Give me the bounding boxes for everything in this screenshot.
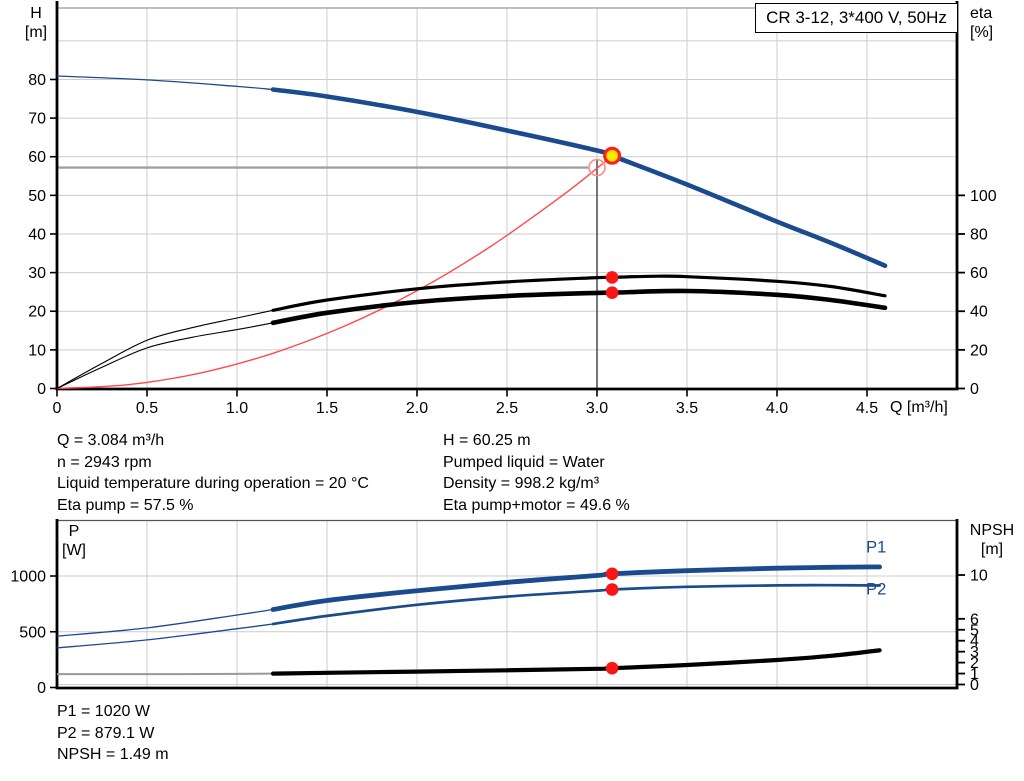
series-p2 (271, 583, 881, 626)
left-axis-tick-label: 50 (28, 188, 46, 205)
info-speed: n = 2943 rpm (57, 453, 152, 471)
right-axis-tick-label: 60 (970, 265, 988, 282)
npsh-axis-title: NPSH [m] (964, 521, 1020, 559)
duty-value-dot (605, 271, 619, 284)
right-axis-tick-label: 4 (970, 633, 979, 650)
info-eta-pump-motor: Eta pump+motor = 49.6 % (443, 497, 630, 515)
duty-value-dot (605, 661, 619, 675)
series-npsh (270, 648, 882, 676)
eta-axis-title: eta [%] (970, 4, 993, 42)
series-npsh-thin (57, 672, 274, 676)
left-axis-tick-label: 60 (28, 149, 46, 166)
x-axis-tick-label: 4.5 (856, 400, 878, 417)
right-axis-tick-label: 6 (970, 611, 979, 628)
h-axis-symbol: H (30, 5, 42, 22)
series-p2-thin (56, 623, 274, 649)
x-axis-tick-label: 1.0 (226, 400, 248, 417)
series-eta-pump-motor (270, 288, 888, 326)
info-p1: P1 = 1020 W (57, 703, 150, 720)
x-axis-tick-label: 2.0 (406, 400, 428, 417)
x-axis-tick-label: 3.0 (586, 400, 608, 417)
npsh-axis-symbol: NPSH (969, 522, 1015, 539)
right-axis-tick-label: 80 (970, 226, 988, 243)
npsh-axis-unit: [m] (980, 541, 1004, 558)
series-eta-pump-motor-thin (56, 322, 274, 389)
right-axis-tick-label: 0 (970, 381, 979, 398)
curve-label-p1: P1 (866, 538, 886, 556)
right-axis-tick-label: 3 (970, 644, 979, 661)
duty-value-dot (605, 567, 619, 581)
info-eta-pump: Eta pump = 57.5 % (57, 497, 194, 515)
series-eta-pump-thin (56, 309, 274, 389)
power-info: P1 = 1020 W P2 = 879.1 W NPSH = 1.49 m (57, 701, 169, 766)
right-axis-tick-label: 2 (970, 655, 979, 672)
qh-chart-group: 0 10 20 30 40 50 60 70 80 0 20 40 60 80 100 0 0.5 1.0 1.5 2… (28, 1, 997, 417)
duty-point-marker[interactable] (603, 146, 622, 165)
duty-value-dot (605, 583, 619, 596)
left-axis-tick-label: 40 (28, 226, 46, 243)
series-system-curve-thin (56, 155, 613, 390)
series-p1-thin (56, 608, 274, 637)
duty-info-right: H = 60.25 m Pumped liquid = Water Densit… (443, 430, 630, 517)
info-h: H = 60.25 m (443, 432, 531, 449)
info-p2: P2 = 879.1 W (57, 724, 155, 742)
q-axis-title: Q [m³/h] (890, 399, 948, 416)
right-axis-tick-label: 20 (970, 342, 988, 359)
info-density: Density = 998.2 kg/m³ (443, 475, 600, 493)
right-axis-tick-label: 5 (970, 622, 979, 639)
curve-label-p2: P2 (866, 580, 886, 598)
pump-designation-box: CR 3-12, 3*400 V, 50Hz (755, 3, 958, 33)
right-axis-tick-label: 100 (970, 188, 997, 205)
series-pump-curve-thin (56, 75, 274, 91)
eta-axis-symbol: eta (970, 5, 993, 22)
requested-duty-marker (588, 158, 606, 177)
info-npsh: NPSH = 1.49 m (57, 746, 169, 764)
right-axis-tick-label: 1 (970, 666, 979, 683)
info-q: Q = 3.084 m³/h (57, 432, 165, 449)
p-axis-symbol: P (68, 523, 80, 540)
x-axis-tick-label: 4.0 (766, 400, 788, 417)
left-axis-tick-label: 20 (28, 304, 46, 321)
duty-info-left: Q = 3.084 m³/h n = 2943 rpm Liquid tempe… (57, 430, 369, 517)
h-axis-unit: [m] (24, 24, 48, 41)
right-axis-tick-label: 10 (970, 568, 988, 585)
left-axis-tick-label: 0 (37, 680, 46, 697)
x-axis-tick-label: 1.5 (316, 400, 338, 417)
info-liquid-temp: Liquid temperature during operation = 20… (57, 475, 369, 493)
left-axis-tick-label: 500 (19, 624, 46, 641)
right-axis-tick-label: 40 (970, 304, 988, 321)
x-axis-tick-label: 3.5 (676, 400, 698, 417)
left-axis-tick-label: 0 (37, 381, 46, 398)
series-p1 (270, 564, 882, 612)
x-axis-tick-label: 2.5 (496, 400, 518, 417)
duty-value-dot (605, 286, 619, 299)
x-axis-tick-label: 0.5 (136, 400, 158, 417)
x-axis-tick-label: 0 (53, 400, 62, 417)
info-pumped-liquid: Pumped liquid = Water (443, 453, 605, 471)
left-axis-tick-label: 1000 (10, 569, 46, 586)
left-axis-tick-label: 80 (28, 72, 46, 89)
left-axis-tick-label: 30 (28, 265, 46, 282)
p-axis-title: P [W] (44, 522, 104, 560)
left-axis-tick-label: 70 (28, 111, 46, 128)
series-pump-curve (270, 87, 888, 268)
left-axis-tick-label: 10 (28, 342, 46, 359)
h-axis-title: H [m] (18, 4, 54, 42)
right-axis-tick-label: 0 (970, 677, 979, 694)
eta-axis-unit: [%] (970, 24, 994, 41)
p-axis-unit: [W] (62, 542, 86, 559)
